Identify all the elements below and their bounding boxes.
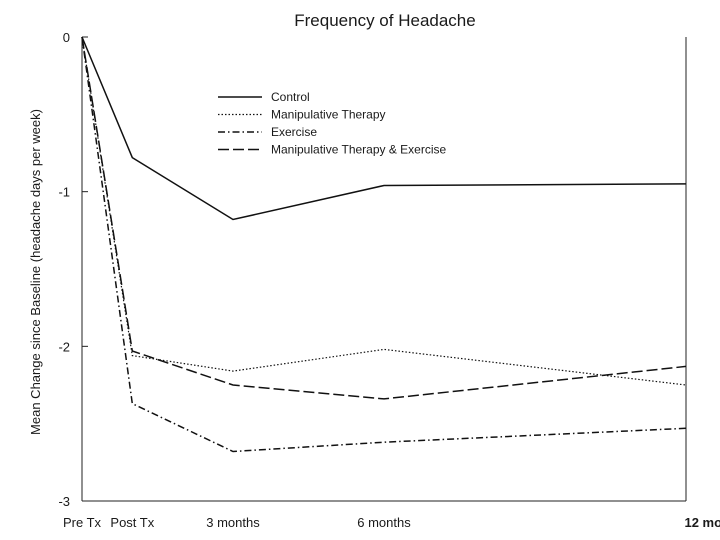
y-axis-label: Mean Change since Baseline (headache day… xyxy=(28,109,43,435)
y-tick-label: -1 xyxy=(58,185,70,200)
series-line-exercise xyxy=(81,36,687,453)
series-line-manipulative-therapy xyxy=(81,36,687,386)
series-line-manipulative-therapy-exercise xyxy=(81,36,687,400)
y-tick-label: -2 xyxy=(58,339,70,354)
x-tick-label: 3 months xyxy=(206,515,260,530)
legend-label: Control xyxy=(271,90,310,104)
y-tick-label: -3 xyxy=(58,494,70,509)
x-tick-label: 6 months xyxy=(357,515,411,530)
legend-label: Exercise xyxy=(271,125,317,139)
chart-title: Frequency of Headache xyxy=(294,11,475,30)
legend-label: Manipulative Therapy xyxy=(271,108,386,122)
x-tick-label: 12 months xyxy=(684,515,720,530)
x-tick-label: Pre Tx xyxy=(63,515,102,530)
series-line-control xyxy=(81,36,687,221)
y-tick-label: 0 xyxy=(63,30,70,45)
legend-label: Manipulative Therapy & Exercise xyxy=(271,143,447,157)
x-tick-label: Post Tx xyxy=(110,515,154,530)
